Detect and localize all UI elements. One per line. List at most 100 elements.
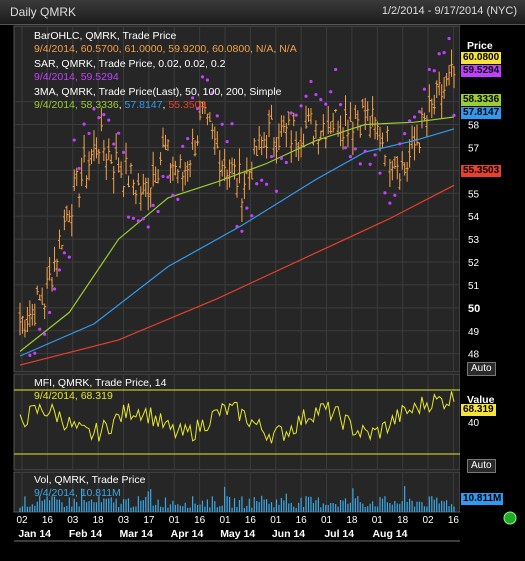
volume-bar (263, 499, 265, 512)
volume-bar (182, 506, 184, 512)
volume-bar (81, 488, 83, 512)
volume-bar (231, 507, 233, 512)
sar-dot (427, 67, 431, 72)
volume-bar (226, 496, 228, 512)
volume-bar (24, 496, 26, 512)
x-month-label: Jan 14 (18, 528, 51, 540)
volume-bar (337, 506, 339, 512)
volume-bar (196, 505, 199, 512)
sar-dot (181, 144, 185, 148)
sar-dot (250, 214, 254, 218)
sar-dot (393, 193, 397, 197)
mfi-legend-values: 9/4/2014, 68.319 (34, 390, 113, 402)
sar-dot (408, 119, 412, 123)
volume-bar (150, 489, 152, 512)
volume-bar (300, 497, 302, 512)
x-month-label: Aug 14 (372, 528, 407, 540)
volume-bar (441, 500, 443, 512)
price-tick-label: 55 (468, 189, 480, 200)
x-month-label: Apr 14 (171, 528, 204, 540)
volume-bar (396, 503, 398, 512)
volume-bar (362, 503, 364, 512)
volume-bar (339, 500, 342, 512)
volume-bar (290, 502, 292, 512)
vol-value-tag: 10.811M (461, 493, 504, 505)
ma200-price-tag: 55.3503 (461, 165, 502, 177)
x-day-tick-label: 18 (93, 515, 105, 526)
close-price-tag: 60.0800 (461, 52, 502, 64)
sar-dot (33, 351, 37, 355)
sar-dot (141, 217, 145, 221)
volume-bar (315, 500, 317, 512)
volume-bar (108, 498, 110, 512)
sar-dot (195, 106, 200, 111)
volume-bar (204, 506, 206, 512)
volume-bar (369, 503, 371, 512)
volume-bar (448, 506, 450, 512)
volume-bar (71, 506, 73, 512)
price-tick-label: 48 (468, 350, 480, 361)
x-day-tick-label: 01 (219, 515, 231, 526)
volume-bar (39, 495, 41, 512)
volume-bar (19, 507, 21, 512)
volume-bar (48, 500, 51, 512)
volume-bar (155, 504, 157, 512)
x-day-tick-label: 16 (245, 515, 257, 526)
volume-bar (438, 503, 440, 512)
sar-dot (62, 251, 66, 255)
volume-bar (98, 496, 100, 512)
volume-bar (268, 503, 270, 512)
volume-bar (258, 502, 260, 512)
ma-legend-date: 9/4/2014, (34, 99, 78, 111)
volume-bar (221, 505, 223, 512)
volume-bar (270, 502, 273, 512)
connection-status-icon (503, 511, 517, 525)
volume-bar (307, 496, 310, 512)
volume-bar (349, 502, 352, 512)
sar-dot (191, 96, 195, 100)
volume-bar (169, 504, 172, 512)
volume-bar (209, 507, 211, 512)
volume-bar (164, 497, 167, 512)
volume-bar (367, 506, 369, 512)
volume-bar (423, 506, 426, 512)
volume-bar (347, 503, 349, 512)
vol-legend-title: Vol, QMRK, Trade Price (34, 474, 146, 486)
volume-bar (298, 502, 300, 512)
price-auto-button[interactable]: Auto (467, 362, 496, 376)
sar-dot (269, 154, 274, 159)
price-tick-label: 50 (468, 303, 480, 315)
volume-bar (431, 496, 433, 512)
ma200-line (19, 184, 455, 366)
sar-dot (299, 104, 303, 108)
volume-bar (105, 498, 107, 512)
sar-dot (245, 206, 249, 210)
ma100-price-tag: 57.8147 (461, 107, 502, 119)
ma-legend-values: 9/4/2014, 58.3336, 57.8147, 55.3503 (34, 99, 207, 111)
volume-bar (391, 504, 393, 512)
volume-bar (135, 506, 137, 512)
volume-bar (63, 507, 65, 512)
sar-dot (117, 131, 121, 135)
volume-bar (130, 507, 132, 512)
sar-dot (279, 156, 283, 161)
price-panel (13, 25, 461, 373)
x-day-tick-label: 01 (321, 515, 333, 526)
volume-bar (142, 500, 144, 512)
volume-bar (73, 498, 75, 512)
volume-bar (344, 498, 347, 512)
volume-bar (305, 496, 307, 512)
volume-bar (243, 507, 245, 512)
x-day-tick-label: 02 (16, 515, 28, 526)
sar-dot (186, 137, 190, 141)
sar-dot (151, 203, 155, 207)
mfi-value-tag: 68.319 (461, 404, 496, 416)
vol-legend-values: 9/4/2014, 10.811M (34, 487, 121, 499)
sar-dot (72, 138, 76, 142)
volume-bar (320, 507, 322, 512)
volume-bar (201, 500, 204, 512)
volume-bar (219, 506, 221, 512)
mfi-auto-button[interactable]: Auto (467, 459, 496, 473)
volume-bar (66, 505, 68, 512)
